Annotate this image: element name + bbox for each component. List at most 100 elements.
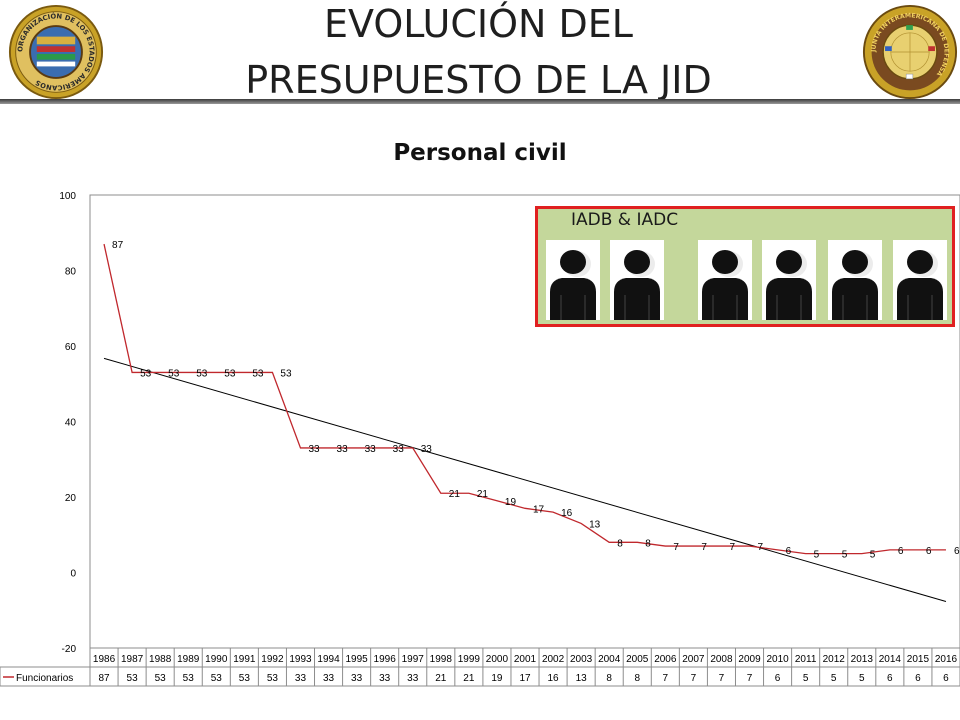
table-value: 6 xyxy=(887,673,893,684)
plot-area xyxy=(89,194,960,649)
table-value: 8 xyxy=(634,673,640,684)
data-label: 33 xyxy=(365,444,377,455)
data-label: 53 xyxy=(224,368,236,379)
x-tick-label: 2003 xyxy=(570,654,593,665)
data-label: 53 xyxy=(140,368,152,379)
data-label: 7 xyxy=(729,542,735,553)
x-tick-label: 2013 xyxy=(851,654,874,665)
x-tick-label: 1987 xyxy=(121,654,144,665)
table-value: 33 xyxy=(323,673,335,684)
x-tick-label: 2016 xyxy=(935,654,958,665)
data-label: 8 xyxy=(645,538,651,549)
table-value: 33 xyxy=(407,673,419,684)
series-line-funcionarios xyxy=(103,243,946,555)
table-value: 5 xyxy=(803,673,809,684)
table-value: 53 xyxy=(155,673,167,684)
x-tick-label: 1996 xyxy=(374,654,397,665)
x-tick-label: 1995 xyxy=(345,654,368,665)
data-label: 33 xyxy=(308,444,320,455)
oas-seal-icon: ORGANIZACIÓN DE LOS ESTADOS AMERICANOS xyxy=(8,4,104,100)
x-tick-label: 1988 xyxy=(149,654,172,665)
x-tick-label: 2004 xyxy=(598,654,621,665)
data-label: 17 xyxy=(533,504,545,515)
table-value: 5 xyxy=(859,673,865,684)
x-tick-label: 2010 xyxy=(766,654,789,665)
data-label: 33 xyxy=(337,444,349,455)
x-tick-label: 2005 xyxy=(626,654,649,665)
table-value: 6 xyxy=(775,673,781,684)
data-label: 53 xyxy=(252,368,264,379)
table-value: 53 xyxy=(211,673,223,684)
table-value: 13 xyxy=(576,673,588,684)
x-tick-label: 2009 xyxy=(738,654,761,665)
data-label: 8 xyxy=(617,538,623,549)
y-tick-label: 100 xyxy=(59,191,76,202)
table-value: 21 xyxy=(435,673,447,684)
x-tick-label: 1997 xyxy=(402,654,425,665)
table-value: 7 xyxy=(719,673,725,684)
x-tick-label: 2000 xyxy=(486,654,509,665)
person-silhouette-icon xyxy=(828,240,882,320)
x-tick-label: 2015 xyxy=(907,654,930,665)
y-tick-label: -20 xyxy=(62,644,77,655)
table-value: 53 xyxy=(239,673,251,684)
data-label: 53 xyxy=(168,368,180,379)
jid-seal-icon: JUNTA INTERAMERICANA DE DEFENSA xyxy=(862,4,958,100)
data-label: 7 xyxy=(758,542,764,553)
data-label: 6 xyxy=(786,546,792,557)
x-tick-label: 1986 xyxy=(93,654,116,665)
chart-title: Personal civil xyxy=(393,140,567,166)
x-tick-label: 1999 xyxy=(458,654,481,665)
x-tick-label: 2012 xyxy=(823,654,846,665)
table-value: 53 xyxy=(183,673,195,684)
table-value: 7 xyxy=(663,673,669,684)
data-label: 87 xyxy=(112,240,124,251)
table-value: 7 xyxy=(691,673,697,684)
x-tick-label: 2002 xyxy=(542,654,565,665)
data-label: 21 xyxy=(477,489,489,500)
x-tick-label: 2014 xyxy=(879,654,902,665)
table-value: 19 xyxy=(491,673,503,684)
x-tick-label: 2008 xyxy=(710,654,733,665)
table-value: 87 xyxy=(98,673,110,684)
x-tick-label: 1998 xyxy=(430,654,453,665)
title-divider xyxy=(0,99,960,104)
x-tick-label: 1993 xyxy=(289,654,312,665)
data-label: 6 xyxy=(898,546,904,557)
table-value: 33 xyxy=(379,673,391,684)
table-value: 17 xyxy=(519,673,531,684)
data-label: 6 xyxy=(954,546,960,557)
data-label: 16 xyxy=(561,508,573,519)
table-value: 53 xyxy=(127,673,139,684)
y-tick-label: 0 xyxy=(70,569,76,580)
table-value: 21 xyxy=(463,673,475,684)
person-silhouette-icon xyxy=(610,240,664,320)
page-title-line-2: PRESUPUESTO DE LA JID xyxy=(245,58,712,102)
iadb-iadc-inset: IADB & IADC xyxy=(535,206,955,327)
trendline xyxy=(103,357,947,603)
data-label: 33 xyxy=(393,444,405,455)
table-value: 33 xyxy=(351,673,363,684)
x-tick-label: 1991 xyxy=(233,654,256,665)
data-label: 13 xyxy=(589,519,601,530)
person-silhouette-icon xyxy=(762,240,816,320)
y-tick-label: 40 xyxy=(65,418,77,429)
table-value: 6 xyxy=(943,673,949,684)
table-value: 16 xyxy=(548,673,560,684)
x-tick-label: 2011 xyxy=(795,654,817,665)
table-value: 53 xyxy=(267,673,279,684)
person-silhouette-icon xyxy=(698,240,752,320)
data-label: 5 xyxy=(814,550,820,561)
data-label: 5 xyxy=(870,550,876,561)
page-title-line-1: EVOLUCIÓN DEL xyxy=(324,2,633,46)
table-value: 8 xyxy=(606,673,612,684)
table-value: 33 xyxy=(295,673,307,684)
person-silhouette-icon xyxy=(546,240,600,320)
x-tick-label: 1994 xyxy=(317,654,340,665)
x-tick-label: 1989 xyxy=(177,654,200,665)
x-tick-label: 1992 xyxy=(261,654,284,665)
y-tick-label: 60 xyxy=(65,342,77,353)
data-label: 21 xyxy=(449,489,461,500)
inset-label: IADB & IADC xyxy=(571,210,679,230)
